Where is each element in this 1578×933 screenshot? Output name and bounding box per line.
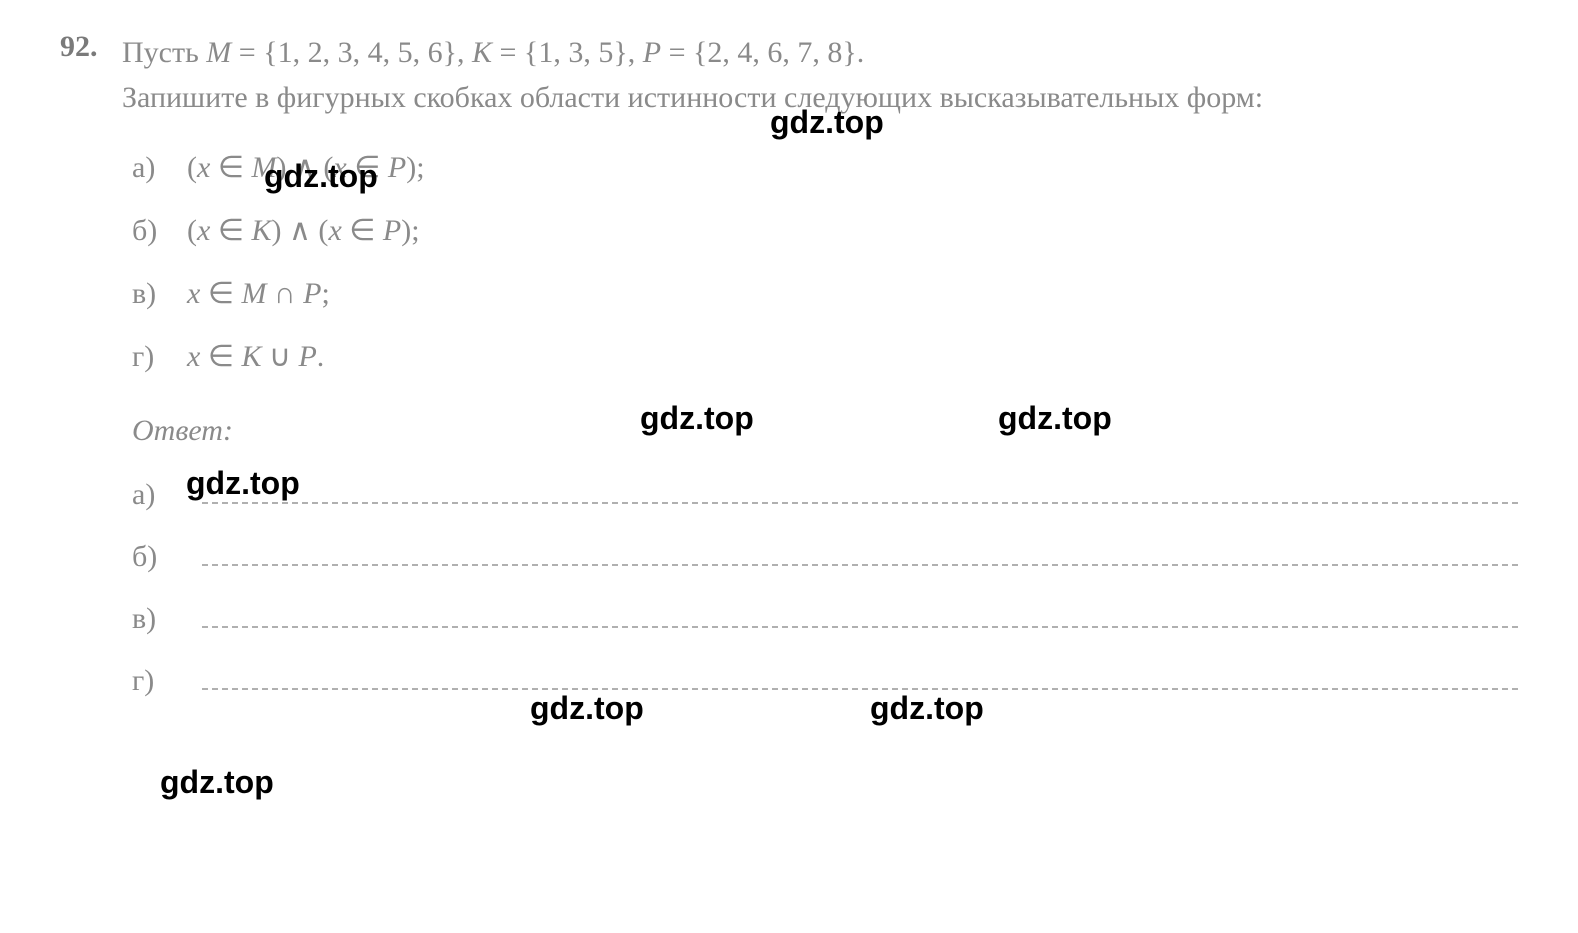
elem-symbol: ∈ — [210, 151, 251, 184]
problem-number: 92. — [60, 30, 110, 64]
set-p-def: = {2, 4, 6, 7, 8}. — [661, 36, 864, 69]
var-x: x — [197, 151, 210, 184]
set-p-var: P — [643, 36, 661, 69]
subitem-b: б) (x ∈ K) ∧ (x ∈ P); — [132, 213, 1518, 248]
answer-blank-line — [202, 626, 1518, 628]
operator: ) ∧ ( — [271, 214, 328, 247]
answer-row: а) — [132, 478, 1518, 512]
elem-symbol: ∈ — [200, 277, 241, 310]
answer-list: а) б) в) г) — [122, 478, 1518, 698]
subitem-expression: x ∈ K ∪ P. — [187, 339, 324, 374]
set-m-var: M — [206, 36, 231, 69]
watermark-text: gdz.top — [998, 400, 1112, 437]
watermark-text: gdz.top — [264, 158, 378, 195]
answer-row: б) — [132, 540, 1518, 574]
terminator: ; — [321, 277, 329, 310]
set-ref: K — [251, 214, 271, 247]
answer-row: в) — [132, 602, 1518, 636]
answer-heading: Ответ: — [122, 414, 1518, 448]
set-m-def: = {1, 2, 3, 4, 5, 6}, — [231, 36, 472, 69]
var-x: x — [328, 214, 341, 247]
answer-row: г) — [132, 664, 1518, 698]
subitem-g: г) x ∈ K ∪ P. — [132, 339, 1518, 374]
var-x: x — [187, 277, 200, 310]
watermark-text: gdz.top — [160, 764, 274, 801]
watermark-text: gdz.top — [530, 690, 644, 727]
subitem-v: в) x ∈ M ∩ P; — [132, 276, 1518, 311]
paren-open: ( — [187, 151, 197, 184]
answer-blank-line — [202, 688, 1518, 690]
watermark-text: gdz.top — [870, 690, 984, 727]
terminator: . — [317, 340, 325, 373]
answer-letter: в) — [132, 602, 192, 636]
paren-open: ( — [187, 214, 197, 247]
set-ref: K — [241, 340, 261, 373]
operator: ∪ — [261, 340, 298, 373]
answer-letter: г) — [132, 664, 192, 698]
subitem-label: г) — [132, 340, 187, 374]
watermark-text: gdz.top — [640, 400, 754, 437]
var-x: x — [187, 340, 200, 373]
intro-text: Пусть — [122, 36, 206, 69]
subitem-expression: (x ∈ K) ∧ (x ∈ P); — [187, 213, 420, 248]
set-k-var: K — [472, 36, 492, 69]
set-k-def: = {1, 3, 5}, — [492, 36, 643, 69]
set-ref: P — [383, 214, 401, 247]
operator: ∩ — [266, 277, 303, 310]
var-x: x — [197, 214, 210, 247]
set-ref: P — [303, 277, 321, 310]
subitem-expression: x ∈ M ∩ P; — [187, 276, 330, 311]
answer-blank-line — [202, 502, 1518, 504]
paren-close: ); — [406, 151, 424, 184]
set-ref: P — [388, 151, 406, 184]
watermark-text: gdz.top — [186, 465, 300, 502]
subitem-label: б) — [132, 214, 187, 248]
subitem-label: в) — [132, 277, 187, 311]
set-ref: P — [298, 340, 316, 373]
set-ref: M — [241, 277, 266, 310]
elem-symbol: ∈ — [210, 214, 251, 247]
answer-letter: а) — [132, 478, 192, 512]
subitem-label: а) — [132, 151, 187, 185]
answer-letter: б) — [132, 540, 192, 574]
answer-blank-line — [202, 564, 1518, 566]
paren-close: ); — [401, 214, 419, 247]
watermark-text: gdz.top — [770, 104, 884, 141]
elem-symbol: ∈ — [342, 214, 383, 247]
elem-symbol: ∈ — [200, 340, 241, 373]
instruction-text: Запишите в фигурных скобках области исти… — [122, 81, 1263, 114]
